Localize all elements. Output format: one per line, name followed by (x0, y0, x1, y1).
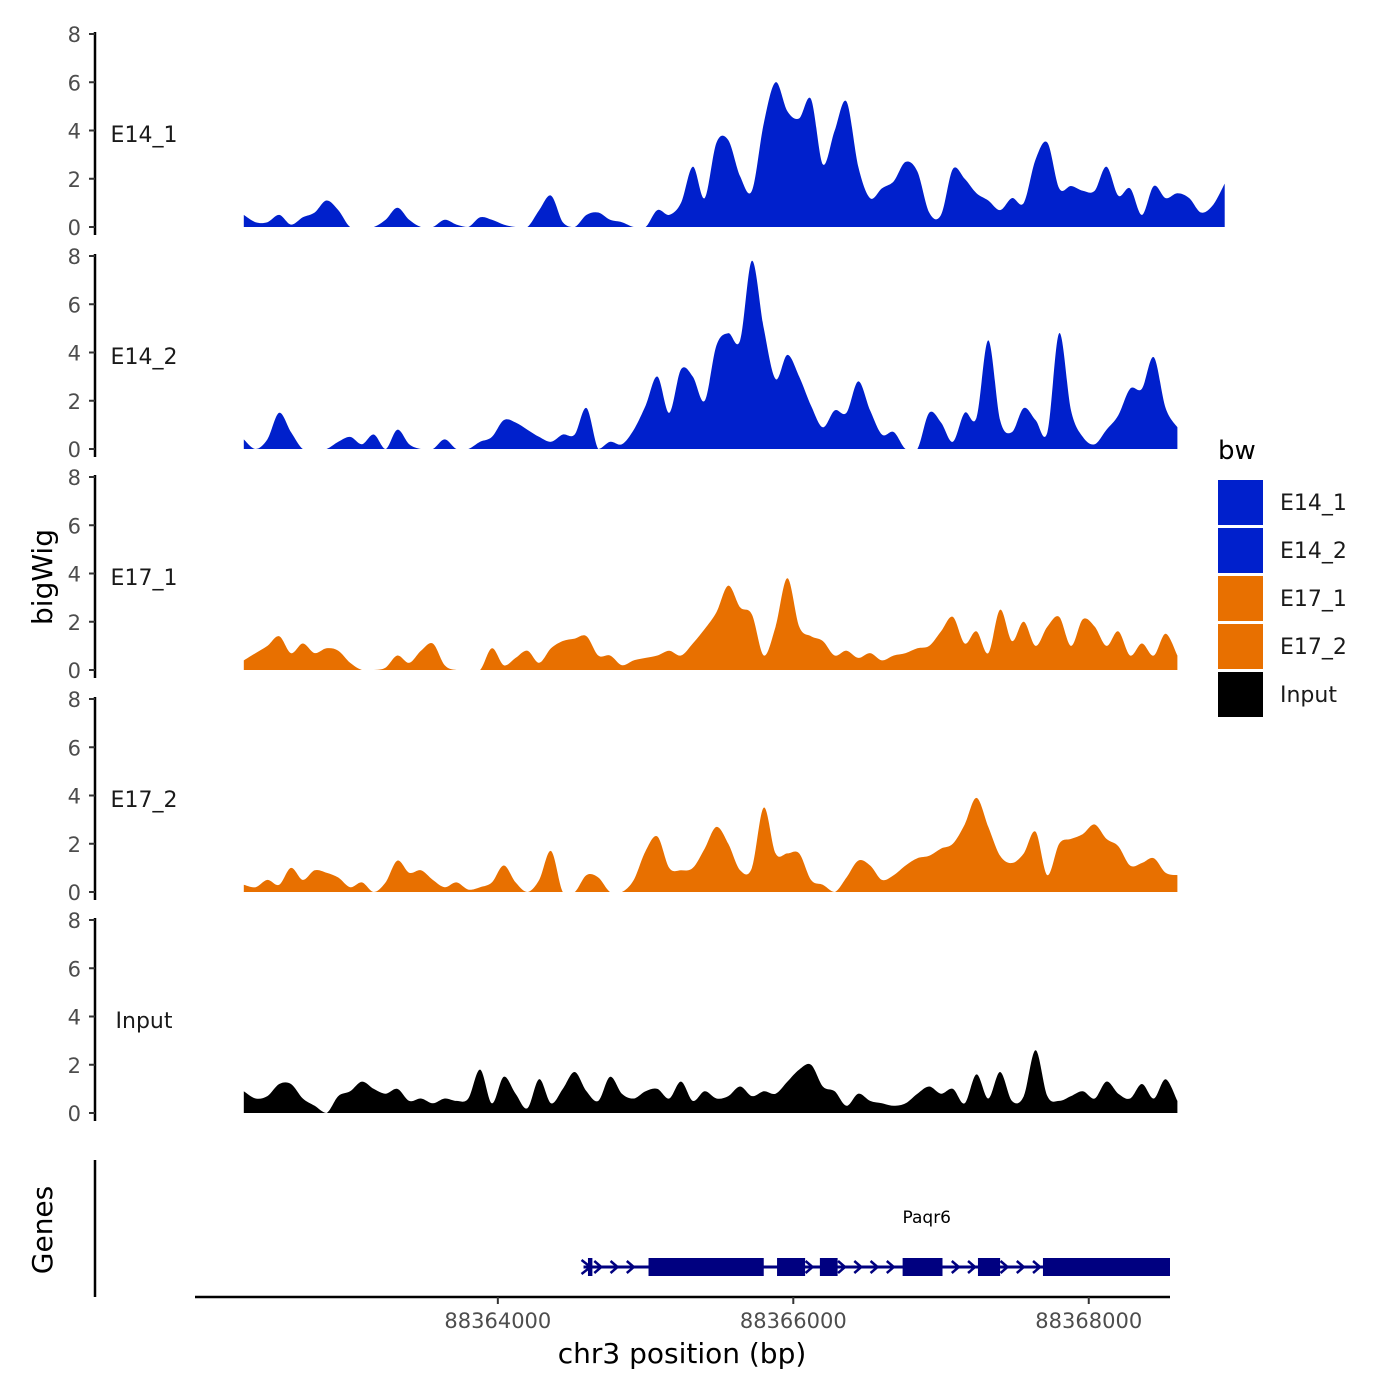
gene-strand-arrow (1032, 1260, 1042, 1274)
y-tick-label: 0 (68, 216, 81, 240)
genes-panel: Paqr6 (93, 1160, 1170, 1297)
y-tick-label: 4 (68, 1006, 81, 1030)
track-label-e14-2: E14_2 (111, 345, 178, 370)
x-tick-label: 88366000 (740, 1309, 847, 1333)
legend-label-input: Input (1280, 683, 1337, 708)
y-tick-label: 0 (68, 1102, 81, 1126)
gene-strand-arrow (967, 1260, 977, 1274)
x-tick-label: 88364000 (444, 1309, 551, 1333)
y-tick-label: 2 (68, 1054, 81, 1078)
track-label-e17-1: E17_1 (111, 566, 178, 591)
y-tick-label: 8 (68, 909, 81, 933)
gene-strand-arrow (625, 1260, 636, 1274)
y-tick-label: 6 (68, 736, 81, 760)
coverage-tracks: 0 2 4 6 8 E14_1 0 2 4 6 8 E14_2 0 2 4 6 8 E17_1 0 2 4 6 8 E17_2… (68, 23, 1225, 1126)
gene-strand-arrow (1015, 1260, 1026, 1274)
x-axis: 88364000 88366000 88368000 (195, 1295, 1170, 1333)
coverage-area-e17-1 (243, 578, 1178, 670)
x-axis-title: chr3 position (bp) (558, 1337, 807, 1370)
gene-exon (648, 1258, 764, 1276)
y-tick-label: 8 (68, 688, 81, 712)
y-axis-title: bigWig (26, 529, 59, 625)
gene-name-label: Paqr6 (903, 1208, 952, 1228)
track-label-e14-1: E14_1 (111, 123, 178, 148)
y-tick-label: 8 (68, 245, 81, 269)
gene-exon (819, 1258, 838, 1276)
y-tick-label: 2 (68, 390, 81, 414)
gene-exon (777, 1258, 806, 1276)
gene-exon (587, 1258, 593, 1276)
y-tick-label: 6 (68, 293, 81, 317)
x-tick-label: 88368000 (1035, 1309, 1142, 1333)
coverage-area-input (243, 1050, 1178, 1113)
y-tick-label: 4 (68, 785, 81, 809)
track-e17-2: 0 2 4 6 8 E17_2 (68, 688, 1178, 905)
y-tick-label: 6 (68, 957, 81, 981)
y-tick-label: 6 (68, 514, 81, 538)
legend: bw E14_1 E14_2 E17_1 E17_2 Input (1218, 436, 1347, 717)
y-tick-label: 0 (68, 881, 81, 905)
track-e14-2: 0 2 4 6 8 E14_2 (68, 245, 1178, 462)
legend-swatch-input (1218, 672, 1263, 717)
gene-exon (902, 1258, 943, 1276)
track-label-e17-2: E17_2 (111, 788, 178, 813)
y-tick-label: 4 (68, 342, 81, 366)
y-tick-label: 2 (68, 611, 81, 635)
y-tick-label: 6 (68, 71, 81, 95)
coverage-area-e17-2 (243, 797, 1178, 892)
gene-strand-arrow (804, 1260, 815, 1274)
gene-strand-arrow (837, 1260, 847, 1274)
gene-exon (977, 1258, 1001, 1276)
y-tick-label: 8 (68, 23, 81, 47)
gene-exon (1042, 1258, 1170, 1276)
gene-strand-arrow (609, 1260, 620, 1274)
legend-label-e14-1: E14_1 (1280, 491, 1347, 516)
legend-label-e17-2: E17_2 (1280, 635, 1347, 660)
track-label-input: Input (116, 1009, 173, 1034)
gene-strand-arrow (950, 1260, 961, 1274)
y-tick-label: 0 (68, 438, 81, 462)
gene-strand-arrow (885, 1260, 896, 1274)
legend-swatch-e14-1 (1218, 480, 1263, 525)
track-e14-1: 0 2 4 6 8 E14_1 (68, 23, 1225, 240)
y-tick-label: 4 (68, 563, 81, 587)
coverage-area-e14-1 (243, 82, 1225, 227)
legend-label-e14-2: E14_2 (1280, 539, 1347, 564)
gene-strand-arrow (853, 1260, 864, 1274)
genes-axis-title: Genes (26, 1186, 59, 1274)
legend-label-e17-1: E17_1 (1280, 587, 1347, 612)
legend-title: bw (1218, 436, 1256, 466)
gene-strand-arrow (999, 1260, 1010, 1274)
y-tick-label: 2 (68, 833, 81, 857)
track-input: 0 2 4 6 8 Input (68, 909, 1178, 1126)
legend-swatch-e17-2 (1218, 624, 1263, 669)
y-tick-label: 8 (68, 466, 81, 490)
track-e17-1: 0 2 4 6 8 E17_1 (68, 466, 1178, 683)
y-tick-label: 0 (68, 659, 81, 683)
y-tick-label: 4 (68, 120, 81, 144)
y-tick-label: 2 (68, 168, 81, 192)
gene-strand-arrow (869, 1260, 880, 1274)
legend-swatch-e14-2 (1218, 528, 1263, 573)
coverage-area-e14-2 (243, 260, 1178, 449)
gene-strand-arrow (593, 1260, 604, 1274)
legend-swatch-e17-1 (1218, 576, 1263, 621)
